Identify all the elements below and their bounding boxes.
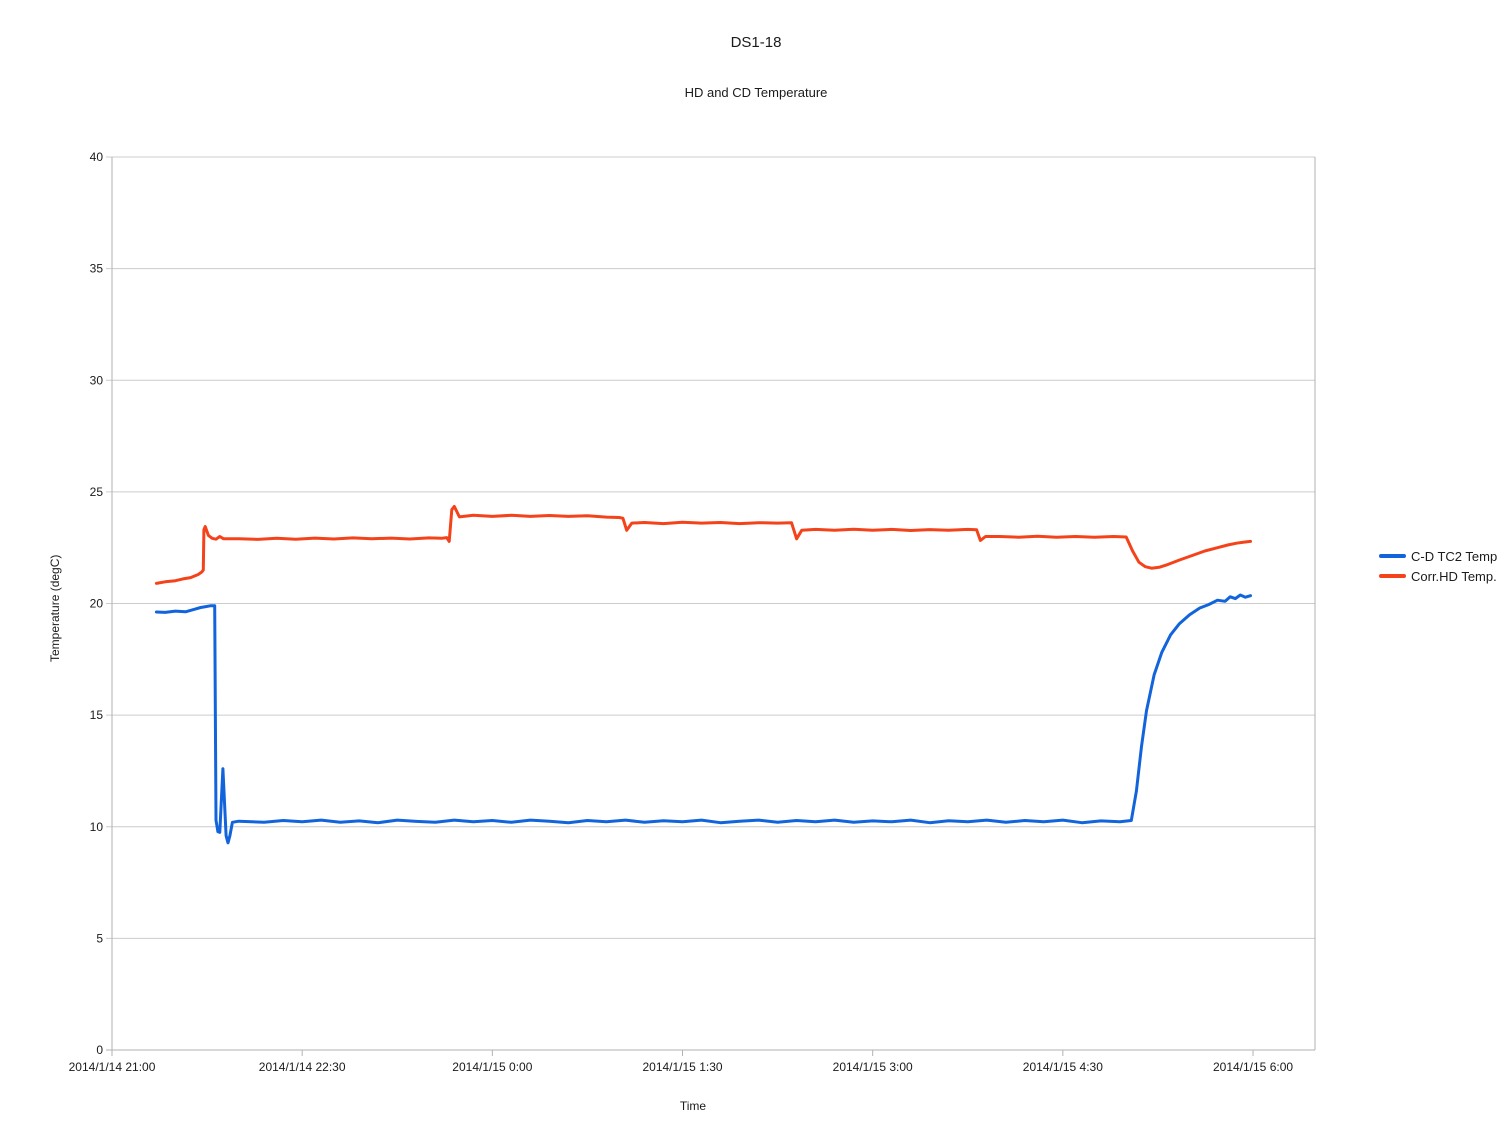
legend-item-corr-hd: Corr.HD Temp. bbox=[1379, 566, 1497, 586]
x-tick-label: 2014/1/15 4:30 bbox=[1023, 1060, 1103, 1074]
legend-swatch-cd-tc2 bbox=[1379, 554, 1406, 558]
y-tick-label: 40 bbox=[90, 150, 104, 164]
legend-label-corr-hd: Corr.HD Temp. bbox=[1411, 568, 1497, 584]
series-line-1 bbox=[154, 504, 1252, 585]
legend-item-cd-tc2: C-D TC2 Temp bbox=[1379, 546, 1497, 566]
y-tick-label: 30 bbox=[90, 373, 104, 387]
x-axis-title: Time bbox=[679, 1099, 707, 1113]
y-tick-label: 20 bbox=[90, 597, 104, 611]
y-tick-label: 0 bbox=[96, 1043, 103, 1057]
x-tick-label: 2014/1/15 1:30 bbox=[642, 1060, 722, 1074]
y-tick-label: 10 bbox=[90, 820, 104, 834]
x-tick-label: 2014/1/14 21:00 bbox=[69, 1060, 156, 1074]
y-tick-label: 35 bbox=[90, 262, 104, 276]
y-tick-label: 25 bbox=[90, 485, 104, 499]
y-tick-label: 15 bbox=[90, 708, 104, 722]
series-line-0 bbox=[154, 593, 1252, 845]
chart-title: DS1-18 bbox=[730, 34, 782, 51]
x-tick-label: 2014/1/15 0:00 bbox=[452, 1060, 532, 1074]
x-tick-label: 2014/1/15 6:00 bbox=[1213, 1060, 1293, 1074]
legend: C-D TC2 Temp Corr.HD Temp. bbox=[1379, 546, 1497, 586]
legend-swatch-corr-hd bbox=[1379, 574, 1406, 578]
y-tick-label: 5 bbox=[96, 931, 103, 945]
legend-label-cd-tc2: C-D TC2 Temp bbox=[1411, 548, 1498, 564]
x-tick-label: 2014/1/14 22:30 bbox=[259, 1060, 346, 1074]
x-tick-label: 2014/1/15 3:00 bbox=[833, 1060, 913, 1074]
chart-subtitle: HD and CD Temperature bbox=[684, 85, 828, 100]
